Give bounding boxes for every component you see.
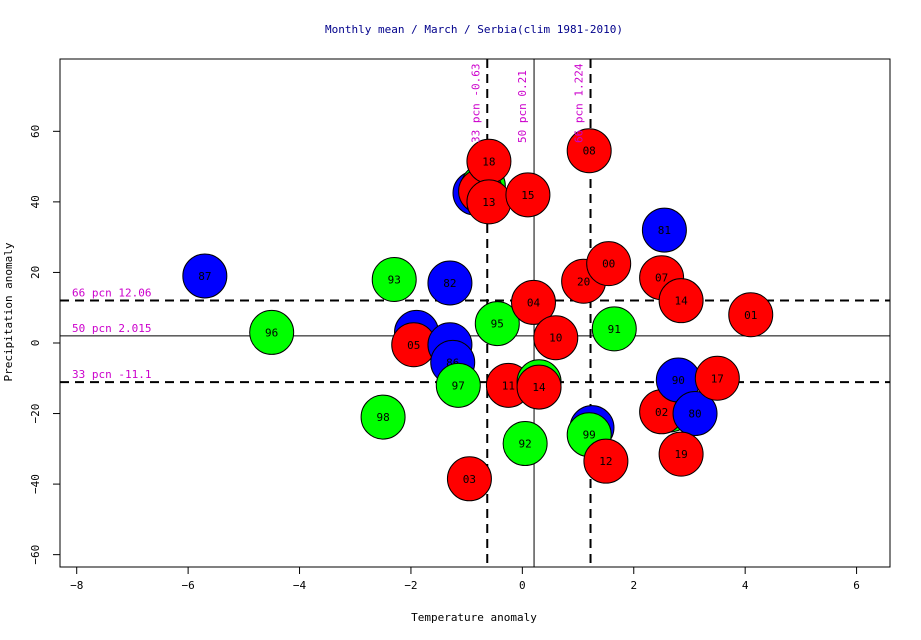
vertical-percentile-label: 66 pcn 1.224 xyxy=(573,63,586,143)
point-label: 10 xyxy=(549,332,562,345)
point-marker xyxy=(658,431,704,477)
point-marker xyxy=(371,256,417,302)
y-tick-label: 20 xyxy=(29,266,42,279)
point-label: 11 xyxy=(502,379,515,392)
point-label: 03 xyxy=(463,473,476,486)
x-tick-label: −4 xyxy=(293,579,307,592)
point-marker xyxy=(533,315,579,361)
y-tick-label: −40 xyxy=(29,474,42,494)
point-marker xyxy=(474,301,520,347)
point-label: 14 xyxy=(532,381,546,394)
point-marker xyxy=(435,362,481,408)
x-tick-label: −6 xyxy=(181,579,194,592)
y-tick-label: −60 xyxy=(29,545,42,565)
point-label: 95 xyxy=(491,318,504,331)
point-marker xyxy=(566,128,612,174)
x-tick-label: 6 xyxy=(853,579,860,592)
x-axis-label: Temperature anomaly xyxy=(411,611,537,624)
horizontal-percentile-label: 33 pcn -11.1 xyxy=(72,368,151,381)
point-marker xyxy=(728,292,774,338)
point-marker xyxy=(586,241,632,287)
horizontal-percentile-label: 66 pcn 12.06 xyxy=(72,286,151,299)
point-label: 91 xyxy=(608,323,621,336)
horizontal-percentile-label: 50 pcn 2.015 xyxy=(72,322,151,335)
point-marker xyxy=(446,456,492,502)
point-label: 04 xyxy=(527,296,541,309)
point-label: 90 xyxy=(672,374,685,387)
point-label: 12 xyxy=(599,455,612,468)
point-marker xyxy=(641,207,687,253)
point-marker xyxy=(510,279,556,325)
point-label: 97 xyxy=(452,379,465,392)
point-marker xyxy=(672,391,718,437)
vertical-percentile-label: 33 pcn -0.63 xyxy=(469,64,482,143)
point-label: 80 xyxy=(688,408,701,421)
point-marker xyxy=(516,364,562,410)
point-label: 92 xyxy=(519,438,532,451)
point-marker xyxy=(360,394,406,440)
point-marker xyxy=(658,278,704,324)
percentile-annotations: 33 pcn -0.63 50 pcn 0.21 66 pcn 1.224 66 pc… xyxy=(72,63,586,381)
point-label: 08 xyxy=(583,145,596,158)
x-tick-label: −2 xyxy=(404,579,417,592)
y-tick-label: 40 xyxy=(29,195,42,208)
point-label: 98 xyxy=(376,411,389,424)
point-label: 87 xyxy=(198,270,211,283)
point-label: 99 xyxy=(583,429,596,442)
point-label: 15 xyxy=(521,189,534,202)
point-label: 00 xyxy=(602,258,615,271)
y-axis: −60 −40 −20 0 20 40 60 xyxy=(29,125,61,565)
point-marker xyxy=(583,438,629,484)
point-label: 93 xyxy=(388,273,401,286)
vertical-percentile-label: 50 pcn 0.21 xyxy=(516,70,529,143)
point-label: 96 xyxy=(265,326,278,339)
x-axis: −8 −6 −4 −2 0 2 4 6 xyxy=(70,566,860,592)
point-marker xyxy=(694,355,740,401)
data-points: 8796989384058285869703830920181395119215… xyxy=(182,128,774,502)
point-marker xyxy=(505,172,551,218)
point-label: 01 xyxy=(744,309,757,322)
point-marker xyxy=(182,253,228,299)
x-tick-label: 0 xyxy=(519,579,526,592)
y-tick-label: 60 xyxy=(29,125,42,138)
point-marker xyxy=(502,421,548,467)
y-tick-label: −20 xyxy=(29,404,42,424)
point-label: 07 xyxy=(655,272,668,285)
point-label: 18 xyxy=(482,155,495,168)
chart-title: Monthly mean / March / Serbia(clim 1981-… xyxy=(325,23,623,36)
point-label: 05 xyxy=(407,339,420,352)
y-axis-label: Precipitation anomaly xyxy=(2,242,15,381)
point-marker xyxy=(591,306,637,352)
point-label: 82 xyxy=(443,277,456,290)
point-label: 13 xyxy=(482,196,495,209)
x-tick-label: 2 xyxy=(630,579,637,592)
point-label: 19 xyxy=(674,448,687,461)
point-marker xyxy=(249,309,295,355)
point-label: 02 xyxy=(655,406,668,419)
point-label: 17 xyxy=(711,372,724,385)
point-label: 20 xyxy=(577,275,590,288)
y-tick-label: 0 xyxy=(29,340,42,347)
point-label: 14 xyxy=(674,295,688,308)
point-marker xyxy=(427,260,473,306)
point-label: 81 xyxy=(658,224,671,237)
x-tick-label: 4 xyxy=(742,579,749,592)
x-tick-label: −8 xyxy=(70,579,83,592)
